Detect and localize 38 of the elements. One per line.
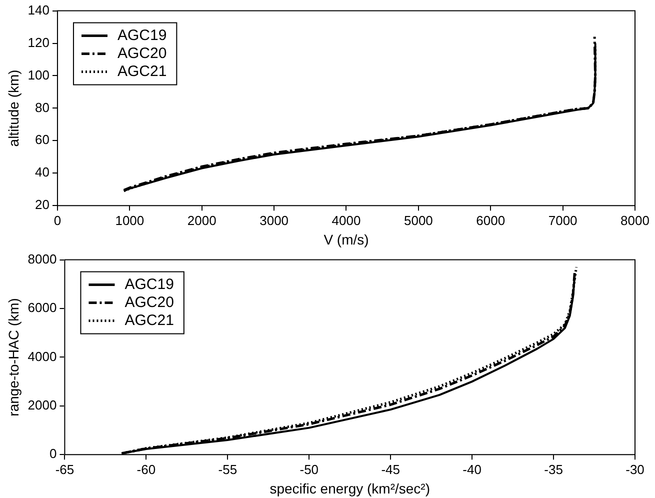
x-tick-label: -60 [136,462,156,477]
y-axis-title: range-to-HAC (km) [5,298,22,416]
x-tick-label: 8000 [620,212,650,228]
x-tick-label: 4000 [332,212,361,228]
x-tick-label: 3000 [260,212,289,228]
y-tick-label: 0 [49,446,57,462]
legend-label: AGC20 [124,294,174,311]
x-tick-label: 7000 [548,212,578,228]
y-tick-label: 20 [35,197,50,212]
y-tick-label: 140 [28,2,50,18]
y-tick-label: 60 [35,132,50,148]
y-tick-label: 4000 [28,348,57,364]
legend-label: AGC20 [117,44,167,62]
x-tick-label: -35 [544,462,563,477]
y-axis-title: altitude (km) [5,70,22,147]
y-tick-label: 40 [35,164,50,180]
x-tick-label: 2000 [187,212,216,228]
x-tick-label: 1000 [115,212,144,228]
x-axis-title: specific energy (km²/sec²) [270,480,430,496]
x-tick-label: -30 [626,462,644,477]
x-tick-label: -40 [462,462,482,477]
x-tick-label: 5000 [404,212,433,228]
y-tick-label: 100 [28,67,50,82]
y-tick-label: 2000 [28,397,57,412]
x-tick-label: -50 [300,462,319,477]
y-tick-label: 120 [28,34,50,50]
legend-label: AGC21 [117,62,167,80]
x-axis-title: V (m/s) [324,231,369,248]
y-tick-label: 8000 [28,251,57,266]
x-tick-label: 6000 [476,212,506,228]
x-tick-label: -45 [381,462,400,477]
y-tick-label: 80 [35,100,50,115]
x-tick-label: -65 [55,462,74,477]
legend-label: AGC19 [124,276,174,293]
x-tick-label: -55 [218,462,238,477]
legend-label: AGC21 [124,312,174,329]
legend-label: AGC19 [117,26,167,44]
y-tick-label: 6000 [28,300,57,316]
